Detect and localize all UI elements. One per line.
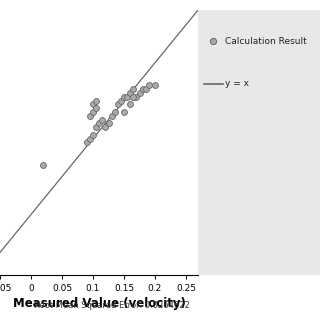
- Point: [100, 117, 105, 122]
- Point: [87, 136, 92, 141]
- Point: [109, 113, 114, 118]
- Point: [93, 98, 99, 103]
- Point: [103, 125, 108, 130]
- Point: [112, 109, 117, 115]
- Point: [124, 94, 130, 100]
- Point: [122, 94, 127, 100]
- Text: Root Mean Squared Error: 0.0264622: Root Mean Squared Error: 0.0264622: [34, 301, 190, 310]
- Point: [118, 98, 124, 103]
- Point: [115, 102, 120, 107]
- Point: [93, 106, 99, 111]
- Point: [97, 121, 102, 126]
- Point: [41, 163, 46, 168]
- Text: Calculation Result: Calculation Result: [225, 37, 307, 46]
- Point: [143, 87, 148, 92]
- Point: [91, 102, 96, 107]
- Point: [146, 83, 151, 88]
- Point: [93, 125, 99, 130]
- Point: [137, 91, 142, 96]
- Point: [128, 102, 133, 107]
- Point: [106, 121, 111, 126]
- Point: [87, 113, 92, 118]
- Point: [122, 109, 127, 115]
- Point: [134, 94, 139, 100]
- Point: [152, 83, 157, 88]
- Point: [131, 87, 136, 92]
- Point: [140, 87, 145, 92]
- Point: [91, 132, 96, 137]
- Point: [91, 109, 96, 115]
- Point: [84, 140, 89, 145]
- Point: [131, 94, 136, 100]
- X-axis label: Measured Value (velocity): Measured Value (velocity): [13, 297, 186, 310]
- Point: [128, 91, 133, 96]
- Text: y = x: y = x: [225, 79, 249, 88]
